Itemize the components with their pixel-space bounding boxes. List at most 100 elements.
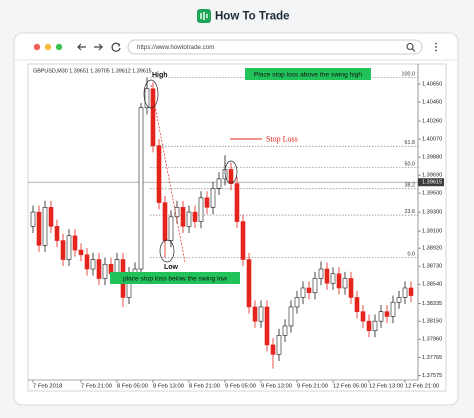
below-note: place stop loss below the swing low <box>123 275 227 282</box>
candle-body <box>114 259 120 275</box>
fib-label: 61.8 <box>405 140 416 146</box>
candle-body <box>36 211 42 246</box>
candle-body <box>96 259 102 279</box>
candle-body <box>240 221 246 260</box>
candle-body <box>372 320 378 331</box>
candle-body <box>72 235 78 251</box>
brand: How To Trade <box>215 11 290 23</box>
candle-body <box>312 278 318 294</box>
candle-body <box>150 88 156 146</box>
forward-button[interactable] <box>94 43 103 51</box>
url-text: https://www.howtotrade.com <box>137 44 214 51</box>
candle-body <box>270 344 276 355</box>
candle-body <box>156 145 162 203</box>
y-tick-label: 1.37960 <box>422 337 442 343</box>
y-tick-label: 1.38150 <box>422 319 442 325</box>
candle-body <box>144 88 150 109</box>
candle-body <box>408 287 414 296</box>
candle-body <box>102 263 108 279</box>
candle-body <box>234 183 240 222</box>
candle-body <box>138 107 144 270</box>
candle-body <box>348 278 354 298</box>
candle-body <box>54 226 60 241</box>
candle-body <box>342 278 348 289</box>
candle-body <box>48 207 54 227</box>
high-label: High <box>152 72 168 79</box>
candle-body <box>330 273 336 284</box>
candle-body <box>246 259 252 308</box>
low-circle <box>159 239 175 263</box>
x-tick-label: 9 Feb 13:00 <box>261 384 292 390</box>
menu-icon[interactable] <box>435 42 437 52</box>
y-tick-label: 1.37575 <box>422 373 442 379</box>
candle-body <box>294 297 300 308</box>
candle-body <box>186 211 192 227</box>
candle-body <box>306 287 312 294</box>
candle-body <box>360 311 366 322</box>
search-icon[interactable] <box>406 42 416 52</box>
url-bar[interactable] <box>127 39 423 55</box>
x-tick-label: 8 Feb 21:00 <box>189 384 220 390</box>
swing-circle <box>224 160 238 184</box>
candle-body <box>288 306 294 327</box>
logo-bars <box>200 12 208 20</box>
stop-loss-label: Stop Loss <box>266 134 298 143</box>
candle-body <box>210 188 216 208</box>
x-tick-label: 12 Feb 21:00 <box>405 384 439 390</box>
high-circle <box>143 79 159 109</box>
candle-body <box>396 297 402 303</box>
candle-body <box>402 287 408 298</box>
fib-label: 100.0 <box>402 71 416 77</box>
candle-body <box>42 207 48 246</box>
x-tick-label: 9 Feb 05:00 <box>225 384 256 390</box>
candle-body <box>78 249 84 256</box>
candle-body <box>336 273 342 289</box>
candle-body <box>390 301 396 317</box>
candle-body <box>198 197 204 222</box>
candle-body <box>30 211 36 227</box>
back-button[interactable] <box>77 43 86 51</box>
above-note: Place stop loss above the swing high <box>254 71 362 78</box>
max-dot[interactable] <box>55 43 63 51</box>
candle-body <box>366 320 372 331</box>
candle-body <box>300 287 306 298</box>
x-tick-label: 8 Feb 13:00 <box>153 384 184 390</box>
below-box <box>110 272 240 284</box>
y-tick-label: 1.39690 <box>422 173 442 179</box>
candle-body <box>282 325 288 336</box>
close-dot[interactable] <box>33 43 41 51</box>
candle-body <box>378 311 384 322</box>
x-tick-label: 12 Feb 13:00 <box>369 384 403 390</box>
above-box <box>245 68 371 80</box>
candle-body <box>174 207 180 218</box>
candle-body <box>354 297 360 312</box>
fib-label: 38.2 <box>405 183 416 189</box>
x-tick-label: 9 Feb 21:00 <box>297 384 328 390</box>
nav-buttons <box>77 42 121 52</box>
current-price-tag <box>418 178 444 187</box>
fib-label: 23.6 <box>405 209 416 215</box>
candle-body <box>90 259 96 270</box>
candle-body <box>276 335 282 355</box>
y-tick-label: 1.40260 <box>422 119 442 125</box>
candle-body <box>324 268 330 284</box>
fib-label: 0.0 <box>408 252 416 258</box>
candle-body <box>228 169 234 184</box>
min-dot[interactable] <box>44 43 52 51</box>
y-tick-label: 1.38540 <box>422 282 442 288</box>
candle-body <box>192 211 198 222</box>
candle-body <box>162 202 168 241</box>
candle-body <box>264 306 270 346</box>
fib-label: 50.0 <box>405 161 416 167</box>
candle-body <box>384 311 390 317</box>
y-tick-label: 1.39300 <box>422 210 442 216</box>
y-tick-label: 1.39500 <box>422 191 442 197</box>
symbol-info: GBPUSD,M30 1.39651 1.39705 1.39612 1.396… <box>33 68 152 74</box>
x-tick-label: 8 Feb 05:00 <box>117 384 148 390</box>
y-tick-label: 1.40650 <box>422 82 442 88</box>
reload-button[interactable] <box>111 42 121 52</box>
candle-body <box>84 254 90 270</box>
x-tick-label: 7 Feb 2018 <box>33 384 62 390</box>
